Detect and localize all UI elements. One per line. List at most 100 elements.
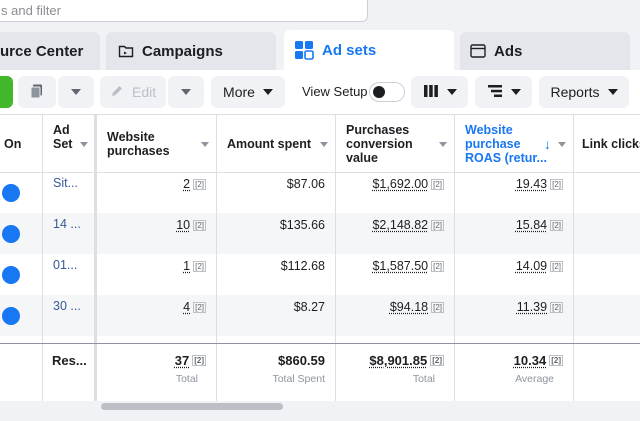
edit-button[interactable]: Edit (100, 76, 166, 108)
view-setup-toggle[interactable] (369, 82, 405, 102)
sort-caret-icon (439, 142, 447, 147)
toggle-knob (373, 86, 385, 98)
average-roas-sublabel: Average (515, 373, 554, 385)
conversion-value: $1,587.50 [2] (372, 259, 444, 273)
toggle-on-indicator (2, 265, 20, 284)
website-purchases-value: 2 [2] (183, 177, 206, 191)
tab-label: urce Center (0, 42, 84, 60)
chevron-down-icon (71, 89, 81, 95)
conversion-value: $2,148.82 [2] (372, 218, 444, 232)
tab-resource-center[interactable]: urce Center (0, 32, 100, 70)
column-purchases-conversion-value: Purchases conversion value $1,692.00 [2] $2… (335, 115, 454, 402)
total-conversion-value: $8,901.85 [2] (369, 352, 444, 368)
chevron-down-icon (607, 89, 618, 95)
chevron-down-icon (446, 89, 457, 95)
amount-spent-value: $112.68 (280, 259, 325, 273)
more-label: More (223, 84, 255, 100)
roas-value: 11.39 [2] (516, 300, 563, 314)
breakdown-button[interactable] (475, 76, 532, 108)
conversion-value: $1,692.00 [2] (372, 177, 444, 191)
more-button[interactable]: More (211, 76, 285, 108)
sort-descending-arrow-icon: ↓ (544, 136, 551, 152)
ad-set-name-link[interactable]: 30 ... (53, 299, 81, 313)
ad-sets-table: On Ad Set Sit... 14 ... 01... 30 ... Webs… (0, 114, 640, 403)
chevron-down-icon (510, 89, 521, 95)
table-row[interactable] (0, 213, 640, 254)
horizontal-scrollbar[interactable] (0, 401, 640, 421)
column-website-purchase-roas: Website purchase ROAS (retur... ↓ 19.43 [2]… (454, 115, 573, 402)
roas-value: 14.09 [2] (515, 259, 563, 273)
average-roas: 10.34 [2] (513, 352, 563, 368)
tab-label: Campaigns (142, 42, 223, 60)
search-placeholder: s and filter (1, 3, 61, 18)
on-toggle[interactable] (2, 172, 20, 213)
conversion-value: $94.18 [2] (389, 300, 444, 314)
header-on[interactable]: On (4, 137, 22, 151)
scrollbar-thumb[interactable] (101, 403, 283, 410)
on-toggle[interactable] (2, 295, 20, 336)
columns-icon (423, 84, 439, 101)
toggle-on-indicator (2, 224, 20, 243)
website-purchases-value: 10 [2] (176, 218, 206, 232)
header-website-purchase-roas[interactable]: Website purchase ROAS (retur... ↓ (455, 115, 573, 172)
ad-sets-grid-icon (294, 40, 314, 60)
tab-ad-sets[interactable]: Ad sets (284, 30, 454, 70)
sort-caret-icon (558, 142, 566, 147)
header-amount-spent[interactable]: Amount spent (217, 115, 335, 172)
sort-caret-icon (320, 142, 328, 147)
toggle-on-indicator (2, 306, 20, 325)
roas-value: 19.43 [2] (515, 177, 563, 191)
reports-button[interactable]: Reports (539, 76, 629, 108)
breakdown-icon (487, 84, 503, 101)
ad-set-name-link[interactable]: 14 ... (53, 217, 81, 231)
column-on: On (0, 115, 42, 402)
total-spent: $860.59 (278, 352, 325, 368)
duplicate-icon (29, 83, 45, 102)
pencil-icon (110, 84, 124, 101)
amount-spent-value: $8.27 (293, 300, 325, 314)
tab-label: Ads (494, 42, 523, 60)
chevron-down-icon (181, 89, 191, 95)
amount-spent-value: $87.06 (286, 177, 325, 191)
column-website-purchases: Website purchases 2 [2] 10 [2] 1 [2] 4 [2] (97, 115, 216, 402)
table-row[interactable] (0, 295, 640, 336)
on-toggle[interactable] (2, 254, 20, 295)
header-purchases-conversion-value[interactable]: Purchases conversion value (336, 115, 454, 172)
header-link-clicks[interactable]: Link clicks (582, 137, 640, 151)
total-purchases: 37 [2] (174, 352, 206, 368)
chevron-down-icon (262, 89, 273, 95)
toggle-on-indicator (2, 183, 20, 202)
ad-window-icon (470, 43, 486, 59)
website-purchases-value: 4 [2] (183, 300, 206, 314)
column-amount-spent: Amount spent $87.06 $135.66 $112.68 $8.2… (216, 115, 335, 402)
duplicate-button[interactable] (18, 76, 56, 108)
tab-campaigns[interactable]: Campaigns (106, 32, 276, 70)
sort-caret-icon (201, 142, 209, 147)
edit-dropdown-button[interactable] (168, 76, 204, 108)
on-toggle[interactable] (2, 213, 20, 254)
header-website-purchases[interactable]: Website purchases (97, 115, 216, 172)
view-setup-label: View Setup (302, 84, 368, 99)
search-filter-input[interactable]: s and filter (0, 0, 368, 22)
columns-button[interactable] (411, 76, 468, 108)
roas-value: 15.84 [2] (515, 218, 563, 232)
column-ad-set: Ad Set Sit... 14 ... 01... 30 ... (42, 115, 94, 402)
header-ad-set[interactable]: Ad Set (43, 115, 94, 172)
reports-label: Reports (550, 84, 600, 100)
website-purchases-value: 1 [2] (183, 259, 206, 273)
ad-set-name-link[interactable]: 01... (53, 258, 78, 272)
edit-label: Edit (132, 84, 157, 100)
toolbar: Edit More View Setup Reports (0, 70, 640, 114)
tab-ads[interactable]: Ads (460, 32, 630, 70)
sort-caret-icon (80, 142, 88, 147)
total-spent-sublabel: Total Spent (272, 373, 325, 385)
total-purchases-sublabel: Total (175, 373, 198, 385)
totals-label: Res... (52, 352, 87, 368)
total-conversion-value-sublabel: Total (412, 373, 435, 385)
level-tabs: urce Center Campaigns Ad sets Ads (0, 30, 640, 70)
duplicate-dropdown-button[interactable] (58, 76, 94, 108)
column-link-clicks: Link clicks (573, 115, 640, 402)
ad-set-name-link[interactable]: Sit... (53, 176, 79, 190)
create-button[interactable] (0, 76, 13, 108)
